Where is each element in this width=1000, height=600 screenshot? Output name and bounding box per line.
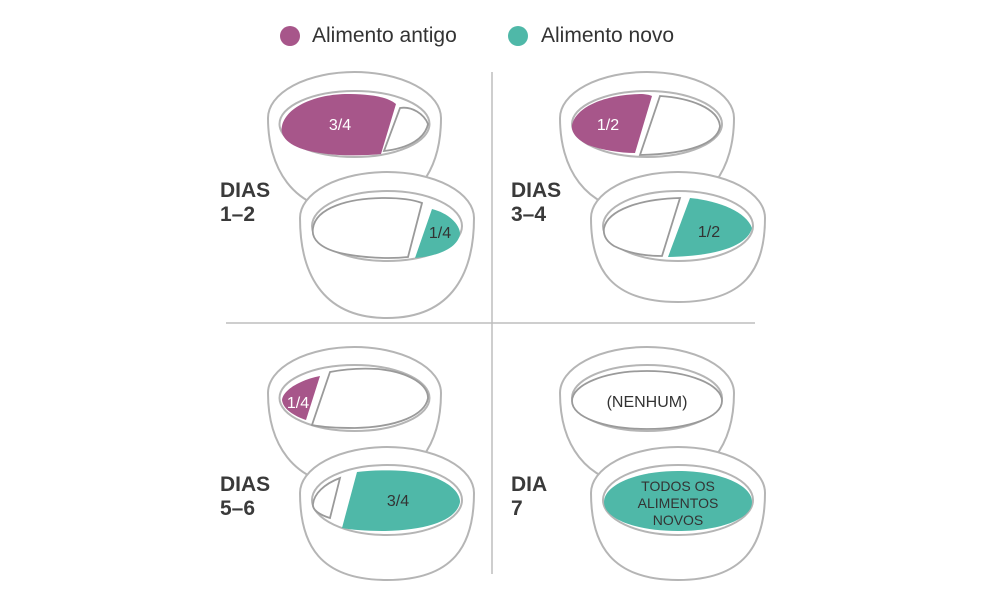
old-food-portion xyxy=(571,94,652,153)
day-label-line1: DIA xyxy=(511,473,547,496)
all-new-food-label-line3: NOVOS xyxy=(653,512,704,528)
empty-portion xyxy=(312,476,342,520)
panel-days-3-4: 1/2 1/2 DIAS 3–4 xyxy=(511,71,767,304)
all-new-food-label-line1: TODOS OS xyxy=(641,478,715,494)
old-food-portion xyxy=(282,376,320,420)
old-food-fraction-label: 1/2 xyxy=(597,117,619,134)
day-label-line1: DIAS xyxy=(511,179,561,202)
day-label-line2: 3–4 xyxy=(511,203,546,226)
day-label-line1: DIAS xyxy=(220,473,270,496)
old-food-fraction-label: 3/4 xyxy=(329,117,351,134)
panel-days-5-6: 1/4 3/4 DIAS 5–6 xyxy=(220,346,476,582)
empty-portion xyxy=(638,95,721,156)
new-food-portion xyxy=(668,198,752,257)
legend-old-food-swatch xyxy=(280,26,300,46)
empty-portion xyxy=(382,106,429,153)
empty-portion xyxy=(571,370,723,430)
none-label: (NENHUM) xyxy=(607,394,688,411)
new-food-fraction-label: 1/2 xyxy=(698,224,720,241)
new-food-portion xyxy=(415,209,460,258)
empty-portion xyxy=(310,367,429,429)
panel-days-1-2: 3/4 1/4 DIAS 1–2 xyxy=(220,71,476,320)
new-food-bowl: 1/4 xyxy=(298,171,476,320)
day-label-line1: DIAS xyxy=(220,179,270,202)
new-food-fraction-label: 1/4 xyxy=(429,225,451,242)
old-food-fraction-label: 1/4 xyxy=(287,395,309,412)
empty-portion xyxy=(311,197,424,259)
new-food-portion xyxy=(604,471,752,531)
day-label-line2: 1–2 xyxy=(220,203,255,226)
legend: Alimento antigo Alimento novo xyxy=(280,24,674,47)
legend-new-food-label: Alimento novo xyxy=(541,24,674,47)
empty-portion xyxy=(602,197,682,257)
old-food-portion xyxy=(281,94,396,156)
new-food-bowl: 3/4 xyxy=(298,446,476,582)
panel-day-7: (NENHUM) TODOS OS ALIMENTOS NOVOS DIA 7 xyxy=(511,346,767,582)
all-new-food-label-line2: ALIMENTOS xyxy=(638,495,719,511)
day-label-line2: 5–6 xyxy=(220,497,255,520)
new-food-fraction-label: 3/4 xyxy=(387,493,409,510)
legend-old-food-label: Alimento antigo xyxy=(312,24,457,47)
day-label-line2: 7 xyxy=(511,497,523,520)
new-food-bowl: TODOS OS ALIMENTOS NOVOS xyxy=(589,446,767,582)
legend-new-food-swatch xyxy=(508,26,528,46)
new-food-portion xyxy=(342,470,460,531)
new-food-bowl: 1/2 xyxy=(589,171,767,304)
